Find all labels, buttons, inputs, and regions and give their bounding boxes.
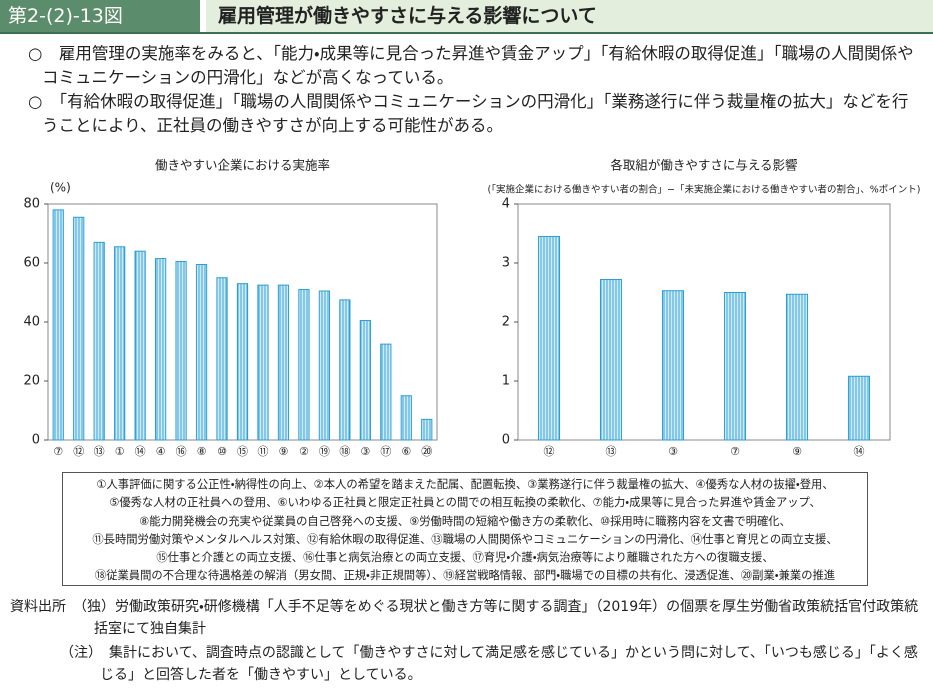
bar [154, 258, 167, 441]
bar [380, 343, 392, 441]
bar [318, 290, 331, 441]
x-tick-label: ⑳ [421, 445, 432, 458]
source: 資料出所 （独）労働政策研究・研修機構「人手不足等をめぐる現状と働き方等に関する… [10, 599, 919, 637]
x-tick-label: ④ [156, 445, 166, 458]
bar [298, 289, 310, 441]
x-tick-label: ⑬ [606, 445, 617, 458]
y-tick-label: 3 [502, 256, 510, 271]
bar [599, 279, 623, 441]
y-tick-label: 0 [502, 433, 510, 448]
summary-item: ○ 「有給休暇の取得促進」「職場の人間関係やコミュニケーションの円滑化」「業務遂… [28, 92, 909, 135]
summary: ○ 雇用管理の実施率をみると、「能力・成果等に見合った昇進や賃金アップ」「有給休… [28, 42, 918, 138]
legend-note-line: ①人事評価に関する公正性・納得性の向上、②本人の希望を踏まえた配属、配置転換、③… [96, 478, 834, 491]
y-tick-label: 20 [23, 374, 40, 389]
x-tick-label: ⑫ [544, 445, 555, 458]
note: （注） 集計において、調査時点の認識として「働きやすさに対して満足感を感じている… [60, 645, 918, 683]
figure-title: 雇用管理が働きやすさに与える影響について [206, 0, 933, 32]
y-tick-label: 4 [502, 197, 510, 212]
bar [175, 261, 187, 441]
x-tick-label: ⑦ [730, 445, 740, 458]
legend-note: ①人事評価に関する公正性・納得性の向上、②本人の希望を踏まえた配属、配置転換、③… [62, 472, 868, 586]
bar [421, 418, 433, 441]
x-tick-label: ③ [360, 445, 370, 458]
bar [400, 395, 412, 441]
legend-note-line: ⑱従業員間の不合理な待遇格差の解消（男女間、正規・非正規間等）、⑲経営戦略情報、… [94, 569, 836, 583]
bar [195, 263, 208, 441]
bar [134, 250, 146, 441]
x-tick-label: ⑯ [176, 445, 187, 458]
x-tick-label: ⑦ [53, 445, 63, 458]
bar [236, 283, 249, 441]
y-axis-label: (%) [50, 181, 71, 195]
bar [339, 299, 351, 441]
plot-frame [517, 203, 891, 441]
x-tick-label: ⑰ [380, 445, 391, 458]
bar [847, 375, 871, 441]
y-tick-label: 0 [32, 433, 40, 448]
chart-title: 各取組が働きやすさに与える影響 [610, 158, 797, 173]
bar [537, 235, 561, 441]
header: 第2-(2)-13図 雇用管理が働きやすさに与える影響について [0, 0, 933, 34]
x-tick-label: ⑩ [217, 445, 227, 458]
x-tick-label: ⑧ [197, 445, 207, 458]
y-tick-label: 60 [23, 256, 40, 271]
bar [785, 293, 809, 441]
bar [93, 241, 105, 441]
bar [216, 277, 228, 441]
x-tick-label: ⑫ [73, 445, 84, 458]
bar [114, 246, 126, 441]
x-tick-label: ⑨ [279, 445, 289, 458]
x-tick-label: ⑥ [401, 445, 411, 458]
bar [52, 209, 64, 441]
bar [359, 320, 371, 441]
legend-note-line: ⑤優秀な人材の正社員への登用、⑥いわゆる正社員と限定正社員との間での相互転換の柔… [109, 496, 821, 510]
y-tick-label: 2 [502, 315, 510, 330]
x-tick-label: ⑭ [854, 445, 865, 458]
x-tick-label: ⑭ [135, 445, 146, 458]
x-tick-label: ⑱ [339, 445, 350, 458]
bar [723, 292, 747, 441]
x-tick-label: ⑬ [94, 445, 105, 458]
x-tick-label: ⑨ [792, 445, 802, 458]
summary-item: ○ 雇用管理の実施率をみると、「能力・成果等に見合った昇進や賃金アップ」「有給休… [28, 44, 914, 87]
figure-number: 第2-(2)-13図 [0, 0, 200, 32]
legend-note-line: ⑮仕事と介護との両立支援、⑯仕事と病気治療との両立支援、⑰育児・介護・病気治療等… [156, 551, 774, 565]
chart-title: 働きやすい企業における実施率 [155, 158, 330, 173]
bar [661, 290, 685, 441]
bar [257, 284, 269, 441]
x-tick-label: ⑮ [237, 445, 248, 458]
chart-subtitle: (「実施企業における働きやすい者の割合」−「未実施企業における働きやすい者の割合… [488, 184, 921, 196]
x-tick-label: ① [115, 445, 125, 458]
x-tick-label: ⑪ [257, 445, 268, 458]
x-tick-label: ⑲ [319, 445, 330, 458]
x-tick-label: ③ [668, 445, 678, 458]
y-tick-label: 40 [23, 315, 40, 330]
bar [73, 216, 85, 441]
bar [277, 284, 290, 441]
y-tick-label: 80 [23, 197, 40, 212]
legend-note-line: ⑧能力開発機会の充実や従業員の自己啓発への支援、⑨労働時間の短縮や働き方の柔軟化… [139, 514, 791, 528]
legend-note-line: ⑪長時間労働対策やメンタルヘルス対策、⑫有給休暇の取得促進、⑬職場の人間関係やコ… [92, 532, 838, 546]
x-tick-label: ② [299, 445, 309, 458]
y-tick-label: 1 [502, 374, 510, 389]
